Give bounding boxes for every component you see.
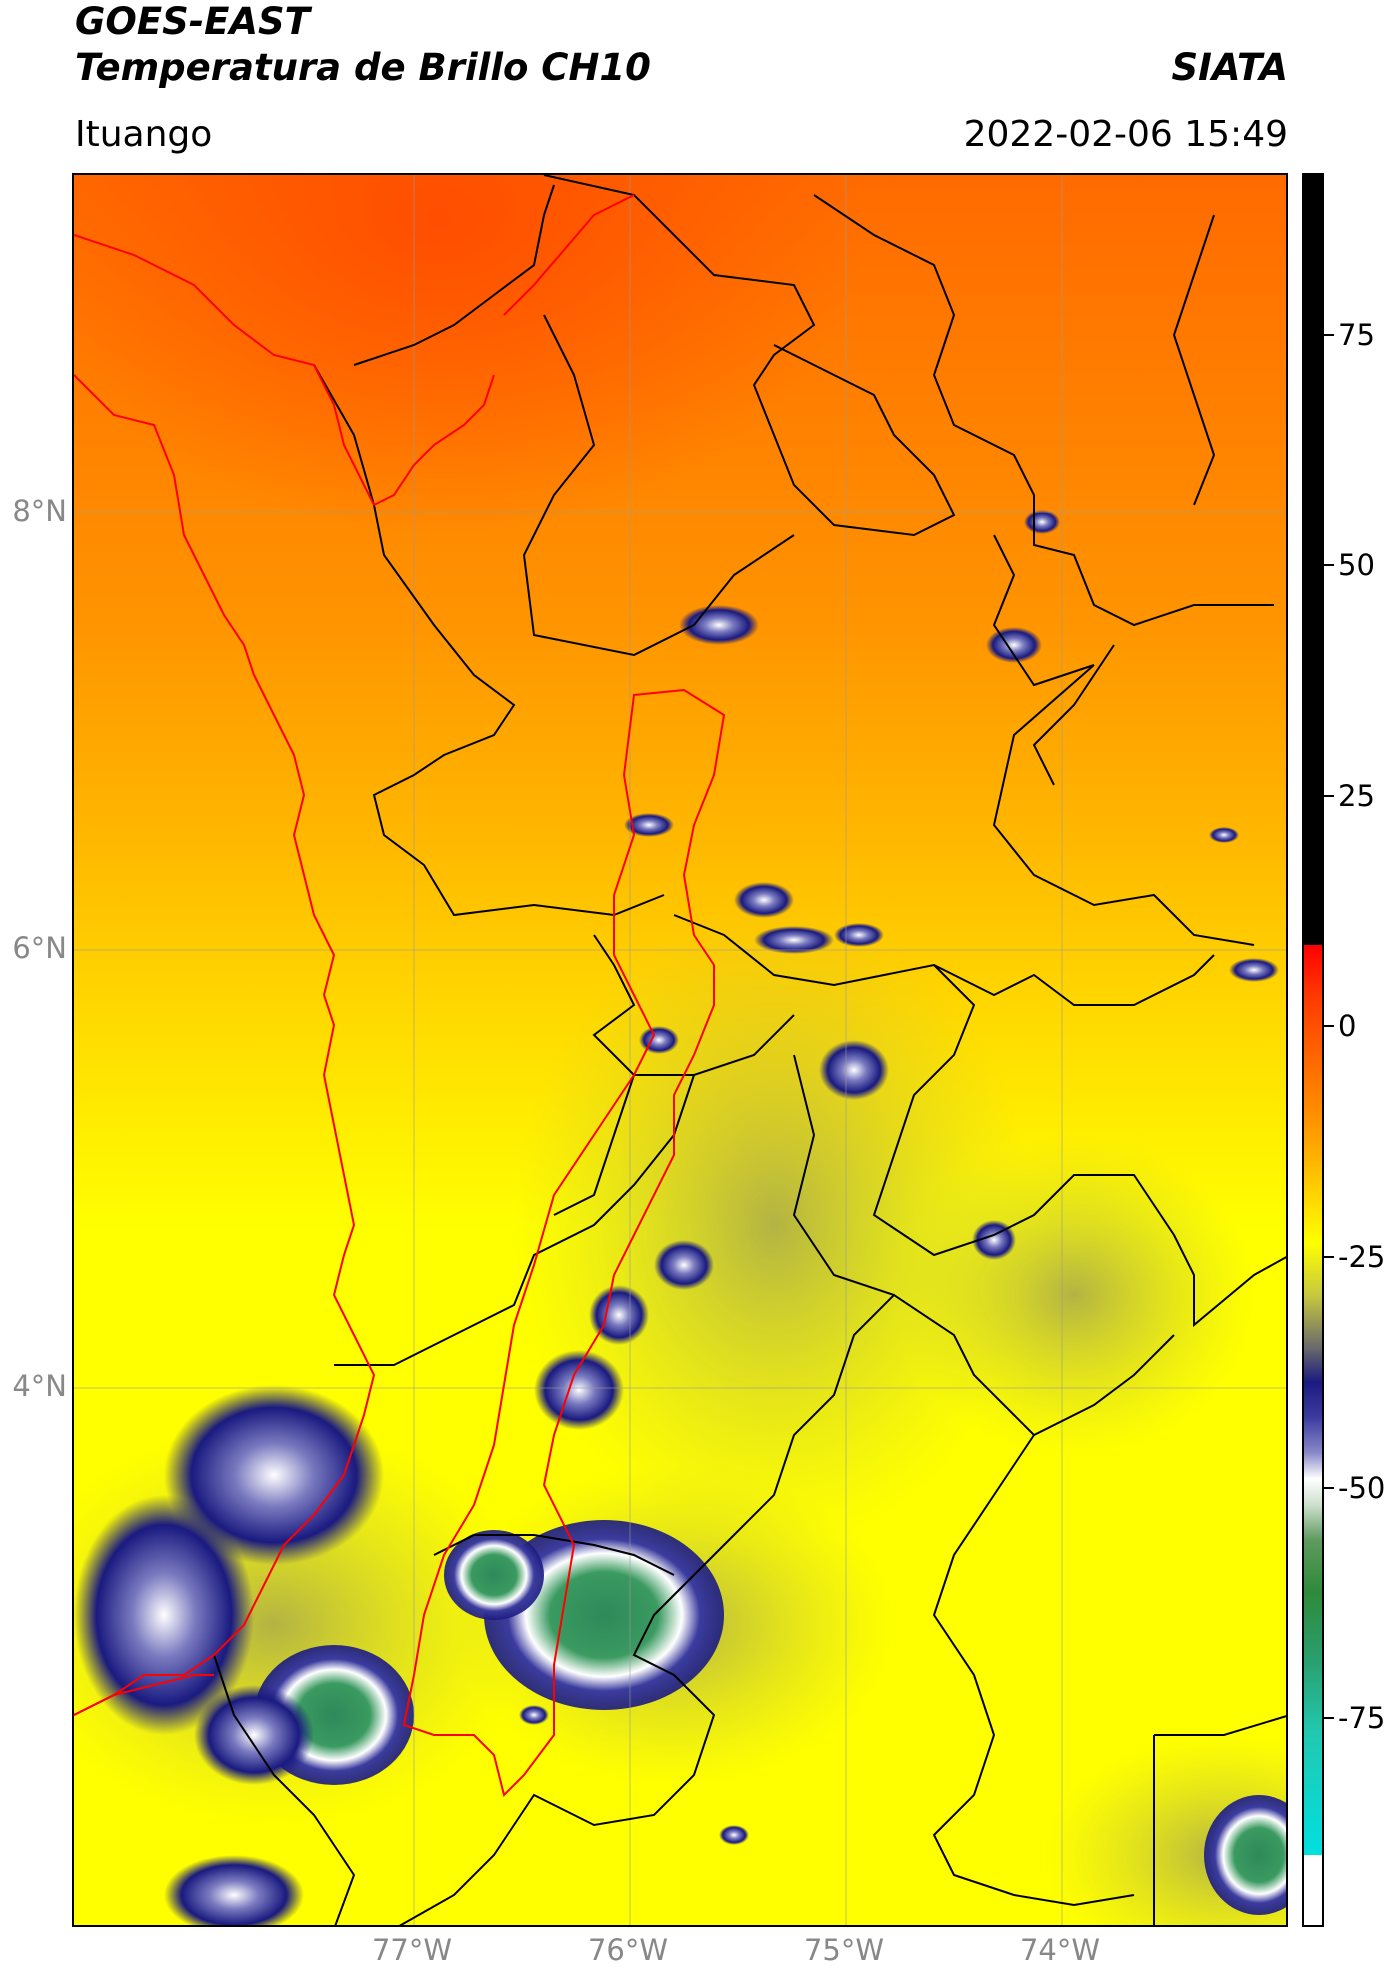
colorbar-label-0: 0: [1338, 1009, 1357, 1043]
coastline-country-border: [74, 194, 635, 1716]
longitude-label-77w: 77°W: [371, 1933, 453, 1967]
latitude-label-8n: 8°N: [12, 494, 67, 528]
region-label: Ituango: [75, 114, 213, 155]
colorbar-label-75: 75: [1338, 318, 1375, 352]
latitude-label-4n: 4°N: [12, 1369, 67, 1403]
colorbar-tick: [1324, 334, 1334, 336]
map-canvas[interactable]: [74, 175, 1288, 1927]
colorbar-label-minus50: -50: [1338, 1471, 1384, 1505]
colorbar-tick: [1324, 795, 1334, 797]
title-product: Temperatura de Brillo CH10: [75, 46, 651, 89]
colorbar-label-25: 25: [1338, 779, 1375, 813]
datetime-label: 2022-02-06 15:49: [963, 114, 1288, 155]
colorbar-tick: [1324, 1487, 1334, 1489]
latitude-label-6n: 6°N: [12, 931, 67, 965]
temperature-colorbar: [1302, 173, 1324, 1927]
map-panel[interactable]: [72, 173, 1288, 1927]
department-borders: [213, 175, 1286, 1925]
title-satellite: GOES-EAST: [75, 0, 310, 43]
basin-outline: [402, 688, 726, 1797]
colorbar-tick: [1324, 1717, 1334, 1719]
longitude-label-75w: 75°W: [803, 1933, 885, 1967]
graticule: [74, 175, 1286, 1925]
longitude-label-74w: 74°W: [1019, 1933, 1101, 1967]
colorbar-label-minus25: -25: [1338, 1240, 1384, 1274]
colorbar-tick: [1324, 564, 1334, 566]
colorbar-label-minus75: -75: [1338, 1701, 1384, 1735]
cold-cloud-tops: [74, 510, 1286, 1925]
colorbar-tick: [1324, 1256, 1334, 1258]
brand-label: SIATA: [1171, 46, 1288, 89]
longitude-label-76w: 76°W: [587, 1933, 669, 1967]
colorbar-label-50: 50: [1338, 548, 1375, 582]
colorbar-tick: [1324, 1025, 1334, 1027]
